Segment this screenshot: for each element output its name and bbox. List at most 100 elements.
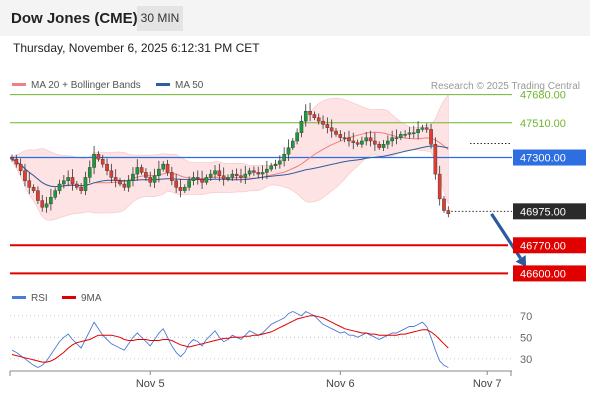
candle-body [14,158,19,165]
candle-body [53,190,57,198]
candle-body [286,147,291,155]
timeframe-button[interactable]: 30 MIN [137,6,183,31]
candle-body [239,175,243,178]
x-tick-label: Nov 6 [326,378,355,390]
candle-body [83,177,88,191]
legend-9ma: 9MA [62,293,102,304]
candles [10,102,451,218]
x-tick-label: Nov 5 [136,378,165,390]
candle-body [182,187,187,191]
candle-body [208,173,213,178]
level-label-46770.00: 46770.00 [520,240,566,252]
candle-body [256,172,261,175]
candle-body [92,154,96,168]
candle-body [105,163,109,171]
candle-body [269,165,274,170]
ma20-label: MA 20 + Bollinger Bands [31,80,141,91]
candle-body [308,110,312,115]
candle-body [399,134,403,138]
last-price-label: 46975.00 [520,206,566,218]
candle-body [368,137,373,142]
candle-body [403,134,407,136]
candle-body [126,180,131,188]
candle-body [70,177,75,185]
candle-body [411,132,416,134]
candle-body [429,129,433,145]
candle-body [295,132,299,142]
candle-body [338,134,343,138]
candle-body [265,168,269,173]
candle-body [437,173,442,200]
candle-body [424,127,429,130]
candle-body [31,187,36,191]
candle-body [74,183,79,188]
candle-body [321,120,325,125]
candle-body [416,129,420,133]
legend-rsi: RSI [12,293,48,304]
candle-body [200,178,204,183]
candle-body [360,140,364,145]
candle-body [148,177,153,183]
candle-body [446,210,451,215]
candle-body [135,167,140,175]
candle-body [161,163,166,170]
candle-body [329,127,334,132]
candle-body [174,180,178,188]
x-tick-label: Nov 7 [473,378,502,390]
candle-body [152,175,157,183]
rsi-tick-30: 30 [520,354,532,366]
instrument-title: Dow Jones (CME) [11,10,138,27]
candle-body [386,140,390,145]
candle-body [44,203,49,208]
research-credit: Research © 2025 Trading Central [430,81,580,92]
candle-body [226,177,230,180]
forecast-arrow-head [515,255,527,267]
candle-body [299,120,304,133]
candle-body [18,163,23,171]
candle-body [273,163,278,167]
header-bar: Dow Jones (CME) 30 MIN [0,0,590,36]
candle-body [191,177,196,181]
rsi-label: RSI [31,293,48,304]
candle-body [139,167,144,173]
level-tag-bg [513,265,586,282]
level-tag-bg [513,237,586,254]
candle-body [347,137,351,142]
candle-body [433,144,438,175]
candle-body [377,144,382,148]
candle-body [230,173,235,178]
candle-body [291,140,295,148]
candle-body [351,140,356,143]
candle-body [79,187,83,191]
ma50-swatch [156,82,170,86]
rsi-tick-70: 70 [520,311,532,323]
candle-body [131,173,135,181]
candle-body [40,200,45,208]
candle-body [282,154,286,162]
chart-datetime: Thursday, November 6, 2025 6:12:31 PM CE… [13,41,260,55]
candle-body [381,144,386,148]
candle-body [334,130,338,135]
candle-body [113,177,118,181]
legend-ma50: MA 50 [156,80,203,91]
candle-body [342,137,347,139]
ma20-swatch [12,82,26,86]
bollinger-band [11,94,449,221]
candle-body [260,172,265,175]
level-label-46600.00: 46600.00 [520,268,566,280]
candle-body [27,180,32,188]
candle-body [213,170,217,175]
candle-body [187,180,191,188]
candle-body [442,198,446,211]
rsi-tick-50: 50 [520,332,532,344]
candle-body [420,127,425,130]
candle-body [394,137,399,139]
candle-body [87,167,92,178]
candle-body [325,124,330,128]
ma9-label: 9MA [81,293,102,304]
candle-body [217,170,222,176]
candle-body [234,173,239,176]
candle-body [109,170,114,178]
candle-body [355,142,360,145]
